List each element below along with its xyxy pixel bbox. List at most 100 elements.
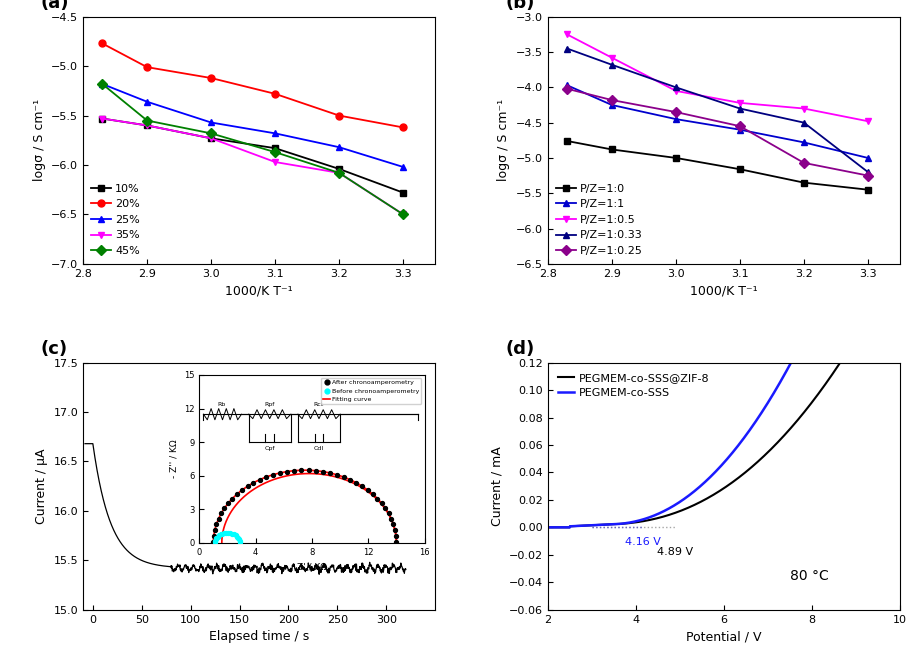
P/Z=1:1 <box>606 101 617 109</box>
45% <box>141 117 152 125</box>
10% <box>97 115 108 123</box>
25% <box>97 80 108 88</box>
20% <box>206 74 217 82</box>
Y-axis label: Current / μA: Current / μA <box>35 448 48 524</box>
PEGMEM-co-SSS <box>894 358 905 366</box>
P/Z=1:0.25 <box>670 108 681 116</box>
45% <box>333 169 344 177</box>
Text: 4.89 V: 4.89 V <box>657 547 693 557</box>
Line: P/Z=1:0.25: P/Z=1:0.25 <box>564 85 871 179</box>
Text: (c): (c) <box>41 340 68 358</box>
P/Z=1:1 <box>735 126 746 134</box>
25% <box>333 143 344 151</box>
P/Z=1:0 <box>606 145 617 153</box>
P/Z=1:0.5 <box>606 54 617 62</box>
45% <box>398 210 409 218</box>
PEGMEM-co-SSS <box>784 361 795 369</box>
PEGMEM-co-SSS <box>543 523 554 531</box>
P/Z=1:0.5 <box>735 99 746 107</box>
Legend: 10%, 20%, 25%, 35%, 45%: 10%, 20%, 25%, 35%, 45% <box>89 182 142 258</box>
P/Z=1:0.33 <box>735 105 746 113</box>
10% <box>333 165 344 173</box>
X-axis label: Potential / V: Potential / V <box>686 630 761 643</box>
PEGMEM-co-SSS <box>698 480 709 488</box>
Text: (a): (a) <box>41 0 69 12</box>
Legend: PEGMEM-co-SSS@ZIF-8, PEGMEM-co-SSS: PEGMEM-co-SSS@ZIF-8, PEGMEM-co-SSS <box>554 369 714 403</box>
P/Z=1:1 <box>798 139 809 147</box>
PEGMEM-co-SSS@ZIF-8 <box>823 375 834 383</box>
Line: 25%: 25% <box>99 80 407 170</box>
PEGMEM-co-SSS@ZIF-8 <box>685 502 696 511</box>
P/Z=1:0 <box>561 137 572 145</box>
Line: 20%: 20% <box>99 40 407 131</box>
Line: PEGMEM-co-SSS@ZIF-8: PEGMEM-co-SSS@ZIF-8 <box>548 362 900 527</box>
Line: P/Z=1:0: P/Z=1:0 <box>564 137 871 193</box>
10% <box>206 134 217 142</box>
P/Z=1:0.25 <box>862 172 873 180</box>
35% <box>398 210 409 218</box>
25% <box>398 163 409 171</box>
P/Z=1:0.33 <box>606 61 617 69</box>
20% <box>270 90 281 98</box>
Line: 35%: 35% <box>99 115 407 218</box>
45% <box>97 80 108 88</box>
45% <box>270 148 281 156</box>
25% <box>270 129 281 137</box>
P/Z=1:0.25 <box>798 159 809 167</box>
35% <box>333 169 344 177</box>
20% <box>398 123 409 131</box>
PEGMEM-co-SSS@ZIF-8 <box>817 385 828 393</box>
P/Z=1:0.5 <box>862 117 873 125</box>
Line: P/Z=1:1: P/Z=1:1 <box>564 82 871 161</box>
P/Z=1:0.25 <box>735 122 746 130</box>
P/Z=1:0.25 <box>561 84 572 92</box>
X-axis label: 1000/K T⁻¹: 1000/K T⁻¹ <box>225 284 293 297</box>
35% <box>206 134 217 142</box>
35% <box>270 158 281 166</box>
X-axis label: Elapsed time / s: Elapsed time / s <box>209 630 309 643</box>
35% <box>141 121 152 129</box>
PEGMEM-co-SSS <box>785 358 797 366</box>
Y-axis label: Current / mA: Current / mA <box>490 446 503 526</box>
20% <box>97 40 108 48</box>
P/Z=1:0 <box>862 186 873 194</box>
Line: 45%: 45% <box>99 80 407 218</box>
P/Z=1:0 <box>735 165 746 174</box>
P/Z=1:0.33 <box>670 83 681 91</box>
Line: P/Z=1:0.33: P/Z=1:0.33 <box>564 45 871 176</box>
10% <box>270 144 281 152</box>
P/Z=1:0.5 <box>670 87 681 95</box>
P/Z=1:1 <box>561 81 572 89</box>
P/Z=1:0.33 <box>862 168 873 176</box>
P/Z=1:1 <box>670 115 681 123</box>
P/Z=1:1 <box>862 154 873 162</box>
PEGMEM-co-SSS@ZIF-8 <box>894 358 905 366</box>
P/Z=1:0.33 <box>561 44 572 52</box>
25% <box>206 119 217 127</box>
20% <box>333 112 344 120</box>
P/Z=1:0.33 <box>798 119 809 127</box>
Text: (d): (d) <box>506 340 534 358</box>
35% <box>97 115 108 123</box>
PEGMEM-co-SSS <box>578 522 589 530</box>
PEGMEM-co-SSS@ZIF-8 <box>698 496 709 505</box>
Text: (b): (b) <box>506 0 535 12</box>
PEGMEM-co-SSS@ZIF-8 <box>578 522 589 530</box>
Y-axis label: logσ / S cm⁻¹: logσ / S cm⁻¹ <box>32 99 45 182</box>
Legend: P/Z=1:0, P/Z=1:1, P/Z=1:0.5, P/Z=1:0.33, P/Z=1:0.25: P/Z=1:0, P/Z=1:1, P/Z=1:0.5, P/Z=1:0.33,… <box>554 182 645 258</box>
10% <box>398 189 409 197</box>
PEGMEM-co-SSS@ZIF-8 <box>834 358 845 366</box>
PEGMEM-co-SSS <box>823 358 834 366</box>
Text: 4.16 V: 4.16 V <box>625 537 661 547</box>
X-axis label: 1000/K T⁻¹: 1000/K T⁻¹ <box>690 284 758 297</box>
P/Z=1:0.5 <box>561 30 572 38</box>
P/Z=1:0.25 <box>606 96 617 104</box>
Line: 10%: 10% <box>99 115 407 196</box>
P/Z=1:0 <box>798 179 809 187</box>
45% <box>206 129 217 137</box>
PEGMEM-co-SSS@ZIF-8 <box>543 523 554 531</box>
PEGMEM-co-SSS <box>685 490 696 498</box>
PEGMEM-co-SSS@ZIF-8 <box>784 425 795 433</box>
20% <box>141 63 152 71</box>
Line: PEGMEM-co-SSS: PEGMEM-co-SSS <box>548 362 900 527</box>
